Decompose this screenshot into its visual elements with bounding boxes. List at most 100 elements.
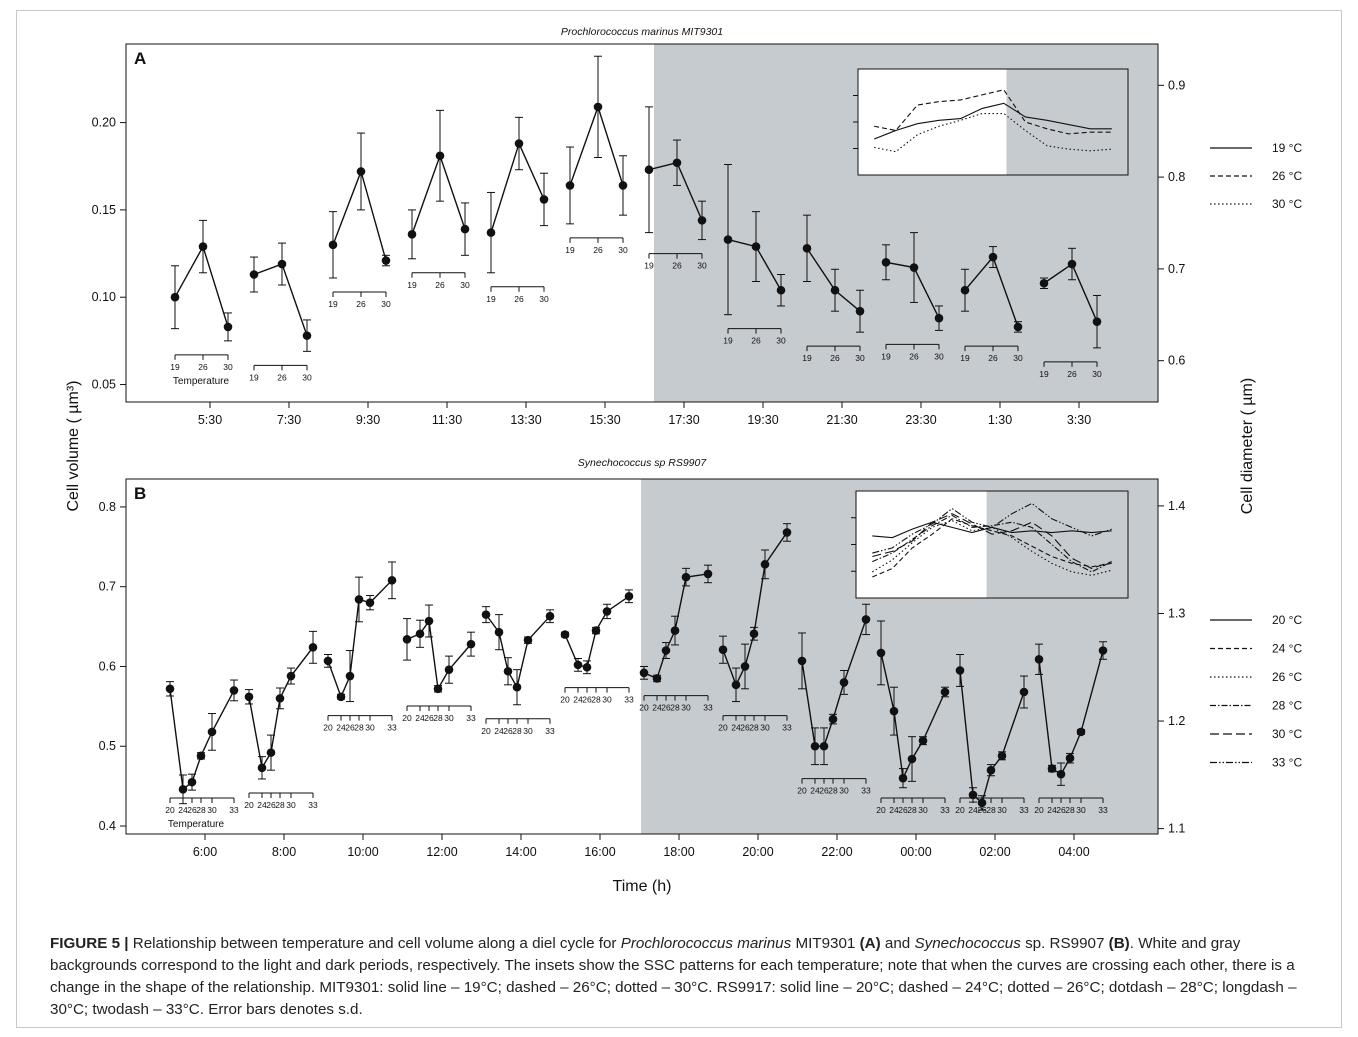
panel-b-temp-label: 24	[573, 695, 583, 705]
panel-b-temperature-caption: Temperature	[168, 819, 225, 830]
panel-b-data-point	[345, 671, 355, 681]
panel-a-temp-label: 19	[960, 353, 970, 363]
panel-a-xtick-label: 15:30	[589, 413, 620, 427]
panel-b-temp-label: 24	[652, 703, 662, 713]
panel-a-xtick-label: 23:30	[905, 413, 936, 427]
panel-b-temp-label: 28	[670, 703, 680, 713]
panel-b-data-point	[323, 656, 333, 666]
panel-b-temp-label: 26	[345, 723, 355, 733]
panel-b-data-point	[187, 777, 197, 787]
panel-a-data-point	[618, 181, 628, 190]
panel-a-group-0	[170, 219, 233, 360]
panel-b-data-point	[433, 684, 443, 694]
panel-b-data-point	[760, 560, 770, 569]
panel-b-legend-label: 24 °C	[1272, 642, 1302, 656]
panel-b-temp-label: 24	[257, 800, 267, 810]
panel-a-data-point	[672, 158, 682, 168]
panel-b-data-point	[652, 674, 662, 683]
panel-a-right-ytick-label: 0.9	[1168, 78, 1185, 92]
panel-a-temperature-caption: Temperature	[173, 376, 230, 387]
panel-b-temp-label: 33	[466, 713, 476, 723]
panel-b-data-point	[196, 751, 206, 761]
panel-b-temp-label: 26	[740, 723, 750, 733]
panel-b-data-point	[494, 627, 504, 637]
caption-text-3: and	[880, 935, 915, 952]
panel-b-group-line	[327, 579, 393, 699]
chart-canvas: Prochlorococcus marinus MIT9301 A 0.05 0.10…	[65, 26, 1302, 895]
caption-text-2: MIT9301	[791, 935, 860, 952]
panel-b-temp-label: 20	[165, 805, 175, 815]
panel-a-temp-label: 26	[909, 351, 919, 361]
panel-b-group-line	[485, 614, 551, 690]
panel-b-data-point	[582, 662, 592, 672]
panel-a-data-point	[356, 167, 366, 176]
panel-b-ytick-label: 0.4	[99, 819, 116, 833]
panel-a-temp-label: 30	[223, 362, 233, 372]
panel-b-group-line	[722, 532, 788, 687]
panel-a-data-point	[1067, 259, 1077, 269]
panel-b-data-point	[740, 662, 750, 671]
panel-b-xtick-label: 18:00	[663, 845, 694, 859]
panel-b-data-point	[503, 666, 513, 676]
panel-a-temp-label: 30	[618, 245, 628, 255]
panel-a-temp-label: 19	[328, 299, 338, 309]
panel-a-inset-series-1	[874, 89, 1112, 135]
panel-b-right-ytick-label: 1.4	[1168, 499, 1185, 513]
panel-a-ytick-label: 0.20	[92, 116, 116, 130]
panel-b-temp-label: 33	[545, 726, 555, 736]
panel-a-data-point	[697, 216, 707, 225]
panel-a-group-line	[411, 153, 466, 235]
panel-b-data-point	[387, 576, 397, 585]
panel-b-temp-label: 33	[387, 723, 397, 733]
panel-b-xtick-label: 02:00	[979, 845, 1010, 859]
panel-a-data-point	[1013, 322, 1023, 332]
panel-b-temp-label: 30	[365, 723, 375, 733]
panel-b-legend-label: 30 °C	[1272, 727, 1302, 741]
panel-a-group-line	[253, 263, 308, 336]
panel-b-xtick-label: 10:00	[347, 845, 378, 859]
panel-b-data-point	[797, 656, 807, 666]
panel-a-data-point	[855, 306, 865, 316]
caption-text-4: sp. RS9907	[1020, 935, 1109, 952]
x-axis-title: Time (h)	[613, 878, 672, 895]
panel-b-legend-label: 20 °C	[1272, 613, 1302, 627]
panel-b-temp-label: 26	[424, 713, 434, 723]
panel-b-data-point	[955, 666, 965, 675]
panel-b-legend-label: 28 °C	[1272, 699, 1302, 713]
panel-b-data-point	[336, 692, 346, 702]
panel-b-data-point	[624, 591, 634, 601]
panel-b-temp-label: 20	[955, 805, 965, 815]
panel-b-temp-label: 26	[819, 786, 829, 796]
panel-a-group-4	[486, 116, 549, 292]
panel-b-temp-label: 20	[402, 713, 412, 723]
panel-b-temp-label: 20	[560, 695, 570, 705]
panel-b-data-point	[1034, 654, 1044, 664]
panel-a-data-point	[539, 195, 549, 204]
panel-b-data-point	[839, 678, 849, 687]
panel-b-xtick-label: 16:00	[584, 845, 615, 859]
panel-b-temp-label: 28	[354, 723, 364, 733]
panel-a-group-8	[802, 214, 865, 352]
panel-b-data-point	[1098, 646, 1108, 655]
panel-a-temp-label: 19	[802, 353, 812, 363]
panel-a-group-10	[960, 246, 1023, 352]
panel-a-data-point	[249, 270, 259, 279]
panel-b-temp-label: 30	[207, 805, 217, 815]
panel-b-data-point	[165, 684, 175, 694]
panel-b-xtick-label: 8:00	[272, 845, 296, 859]
panel-b-group-2	[323, 561, 397, 721]
panel-b-temp-label: 33	[703, 703, 713, 713]
figure-frame	[16, 10, 1342, 1028]
panel-b-ytick-label: 0.7	[99, 580, 116, 594]
panel-b-temp-label: 30	[286, 800, 296, 810]
panel-b-temp-label: 28	[433, 713, 443, 723]
panel-b-data-point	[602, 607, 612, 616]
panel-b-group-line	[169, 688, 235, 791]
panel-b-temp-label: 30	[1076, 805, 1086, 815]
panel-b-temp-label: 30	[839, 786, 849, 796]
panel-b-data-point	[810, 741, 820, 751]
panel-b-temp-label: 26	[582, 695, 592, 705]
panel-a-temp-label: 19	[644, 261, 654, 271]
panel-b-data-point	[286, 671, 296, 681]
panel-b-temp-label: 33	[229, 805, 239, 815]
